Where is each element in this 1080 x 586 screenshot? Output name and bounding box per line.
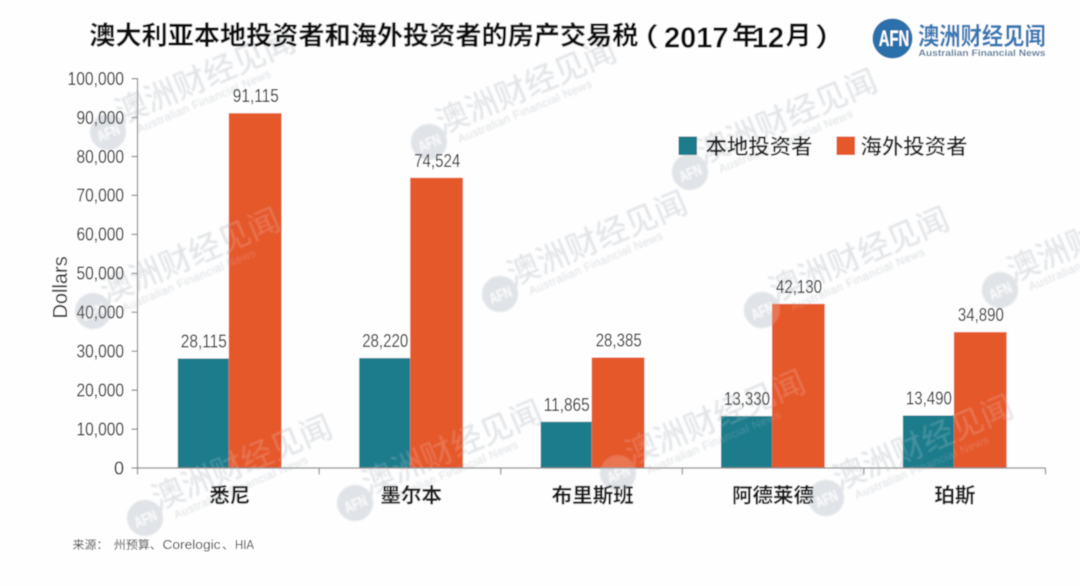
svg-text:Australian Financial News: Australian Financial News — [919, 48, 1046, 59]
svg-text:34,890: 34,890 — [958, 305, 1004, 325]
svg-text:80,000: 80,000 — [77, 147, 125, 167]
svg-text:AFN: AFN — [879, 27, 910, 52]
svg-text:Corelogic: Corelogic — [163, 537, 222, 552]
svg-text:20,000: 20,000 — [77, 380, 125, 400]
svg-text:Dollars: Dollars — [50, 256, 72, 318]
svg-text:2017: 2017 — [664, 22, 729, 54]
svg-text:28,115: 28,115 — [181, 332, 227, 352]
svg-text:70,000: 70,000 — [77, 186, 125, 206]
svg-text:11,865: 11,865 — [544, 395, 590, 415]
svg-text:28,220: 28,220 — [362, 331, 408, 351]
svg-text:28,385: 28,385 — [596, 331, 642, 351]
svg-text:0: 0 — [114, 458, 124, 478]
svg-text:13,490: 13,490 — [906, 389, 952, 409]
svg-text:30,000: 30,000 — [77, 342, 125, 362]
svg-text:60,000: 60,000 — [77, 225, 125, 245]
svg-text:10,000: 10,000 — [77, 419, 125, 439]
svg-text:12: 12 — [752, 22, 784, 54]
svg-text:HIA: HIA — [235, 537, 254, 552]
svg-text:100,000: 100,000 — [68, 69, 125, 89]
